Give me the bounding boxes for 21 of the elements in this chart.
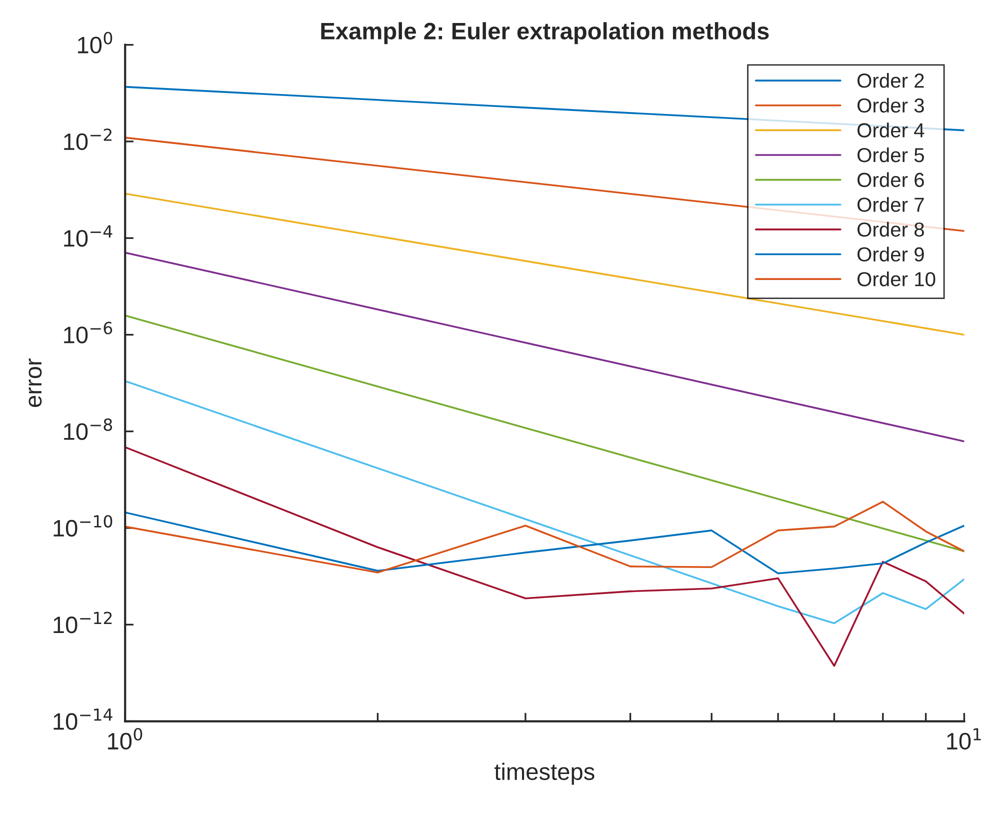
y-tick-label: 10$^{−8}$ <box>64 418 112 440</box>
y-tick-label: 10$^{−14}$ <box>54 708 112 730</box>
legend-label: Order 4 <box>857 122 924 138</box>
legend-label: Order 9 <box>857 246 924 262</box>
y-tick-label: 10$^{0}$ <box>78 32 112 54</box>
legend-label: Order 2 <box>857 73 924 88</box>
y-tick-label: 10$^{−6}$ <box>64 322 112 344</box>
legend-label: Order 8 <box>857 222 924 237</box>
legend-label: Order 7 <box>857 197 924 212</box>
legend-label: Order 5 <box>857 147 924 162</box>
chart-title: Example 2: Euler extrapolation methods <box>321 22 769 44</box>
x-axis-title: timesteps <box>494 762 594 785</box>
y-tick-label: 10$^{−4}$ <box>64 225 112 247</box>
y-tick-label: 10$^{−10}$ <box>54 515 112 537</box>
y-tick-label: 10$^{−2}$ <box>64 128 112 150</box>
y-tick-label: 10$^{−12}$ <box>54 612 112 634</box>
x-tick-label: 10$^{1}$ <box>947 728 981 750</box>
legend-label: Order 6 <box>857 172 924 188</box>
y-axis-title: error <box>28 358 42 407</box>
legend-label: Order 3 <box>857 98 924 113</box>
legend-label: Order 10 <box>857 272 936 286</box>
